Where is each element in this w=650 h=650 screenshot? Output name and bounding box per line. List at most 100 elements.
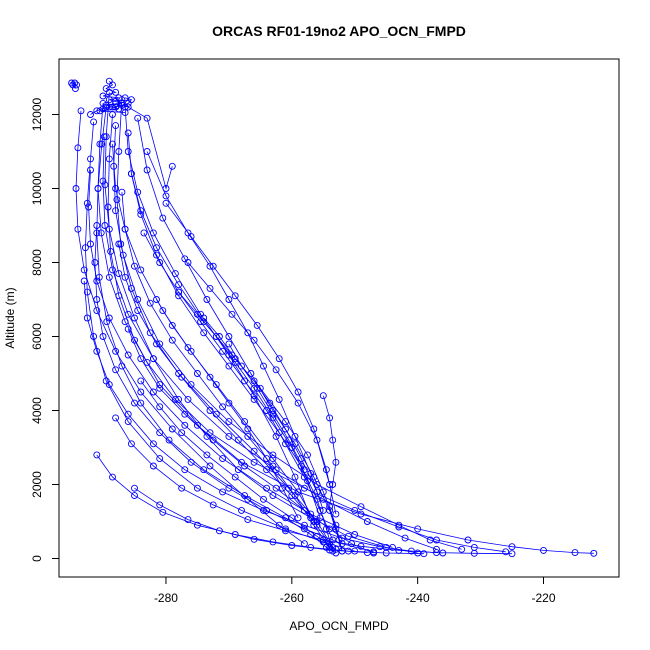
data-point [203, 451, 211, 459]
data-point [363, 518, 371, 525]
data-point [275, 395, 283, 403]
series-3 [81, 118, 359, 555]
data-point [105, 96, 113, 104]
data-point [187, 458, 195, 466]
data-point [107, 247, 115, 255]
data-point [209, 436, 217, 444]
data-point [508, 543, 516, 551]
data-point [225, 418, 233, 426]
data-point [231, 531, 239, 538]
data-point [131, 314, 138, 322]
data-point [104, 203, 112, 211]
data-point [119, 251, 127, 259]
data-point [149, 388, 157, 396]
data-point [137, 355, 145, 363]
data-point [231, 473, 239, 481]
data-point [153, 244, 160, 252]
data-point [178, 429, 186, 437]
data-point [143, 358, 151, 366]
data-point [134, 307, 142, 315]
data-point [118, 101, 126, 109]
data-point [206, 429, 214, 437]
data-point [225, 333, 233, 340]
data-point [263, 466, 271, 474]
data-point [81, 244, 89, 252]
data-point [225, 399, 233, 407]
data-point [112, 207, 120, 215]
data-point [300, 466, 308, 474]
data-point [253, 321, 261, 329]
data-point [101, 222, 109, 229]
data-point [420, 550, 428, 558]
series-27 [80, 277, 447, 557]
data-point [124, 418, 132, 426]
data-point [193, 521, 201, 529]
data-point [102, 133, 110, 141]
data-point [184, 259, 192, 266]
series-line [165, 203, 337, 515]
series-line [97, 103, 506, 553]
data-point [313, 488, 321, 496]
data-point [316, 506, 324, 514]
y-axis: 0 2000 4000 6000 8000 10000 12000 [30, 97, 59, 562]
data-point [395, 521, 403, 529]
data-point [209, 262, 217, 270]
data-point [156, 501, 164, 509]
data-point [326, 525, 334, 533]
data-point [285, 436, 293, 444]
data-point [470, 549, 478, 557]
data-point [433, 536, 440, 544]
data-point [74, 225, 82, 233]
data-point [357, 503, 365, 511]
data-point [137, 207, 145, 215]
data-point [156, 384, 164, 392]
data-point [414, 525, 422, 533]
chart-title: ORCAS RF01-19no2 APO_OCN_FMPD [212, 23, 466, 39]
data-point [105, 381, 113, 389]
data-point [168, 162, 176, 170]
data-point [124, 410, 132, 418]
data-point [269, 462, 277, 470]
data-point [250, 336, 258, 344]
data-point [272, 432, 280, 440]
data-point [401, 534, 409, 542]
data-point [288, 542, 296, 549]
data-point [149, 355, 157, 363]
series-line [127, 328, 374, 554]
data-point [464, 536, 472, 544]
data-point [282, 527, 289, 535]
series-line [203, 317, 318, 493]
data-point [153, 251, 160, 259]
series-line [113, 125, 462, 550]
y-tick-label: 8000 [30, 249, 44, 276]
data-point [115, 240, 123, 248]
data-point [300, 506, 308, 514]
data-point [241, 462, 249, 470]
data-point [228, 310, 236, 318]
data-point [282, 418, 289, 426]
data-point [112, 347, 120, 355]
data-point [250, 392, 258, 400]
data-point [241, 377, 249, 385]
data-point [175, 281, 183, 289]
series-line [134, 487, 368, 553]
data-point [134, 188, 142, 196]
data-point [291, 432, 299, 440]
data-point [184, 516, 192, 524]
data-point [319, 536, 327, 544]
data-point [93, 347, 101, 355]
data-point [206, 373, 214, 381]
data-point [102, 85, 110, 93]
data-point [332, 510, 340, 518]
data-point [80, 277, 88, 285]
x-axis: -280 -260 -240 -220 [154, 577, 556, 605]
x-tick-label: -260 [280, 591, 304, 605]
data-point [143, 148, 151, 155]
data-point [93, 222, 101, 229]
data-point [99, 105, 107, 113]
series-line [115, 103, 173, 191]
data-point [87, 155, 94, 163]
series-line [84, 121, 355, 552]
data-point [109, 266, 116, 274]
